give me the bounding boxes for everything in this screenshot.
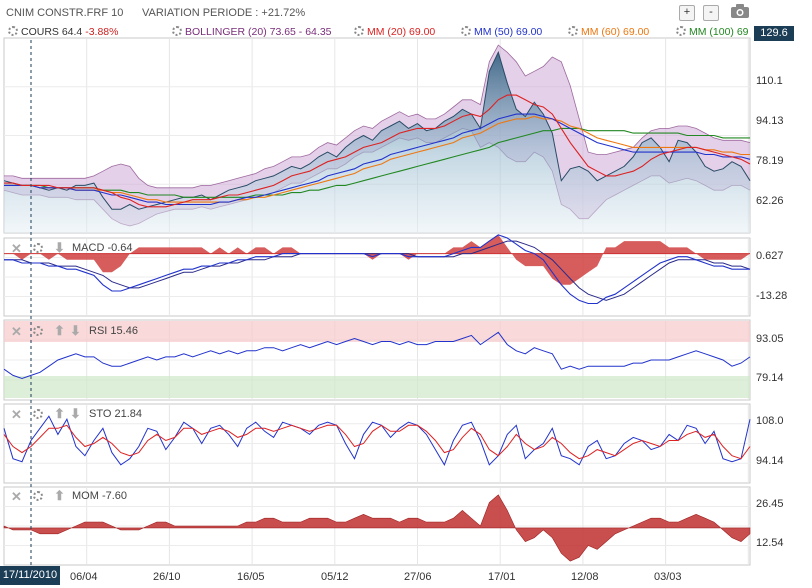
close-macd-icon[interactable]: ✕ xyxy=(11,241,22,256)
y-tick-label: 0.627 xyxy=(756,250,784,262)
x-tick-label: 16/05 xyxy=(237,571,265,583)
legend-mm20[interactable]: MM (20) 69.00 xyxy=(354,26,435,38)
rsi-label: RSI 15.46 xyxy=(89,325,138,337)
legend-mm100[interactable]: MM (100) 69 xyxy=(676,26,754,38)
legend-mm20-text: MM (20) 69.00 xyxy=(367,26,436,38)
x-tick-label: 05/12 xyxy=(321,571,349,583)
y-tick-label: 108.0 xyxy=(756,415,784,427)
move-up-mom-icon[interactable]: ⬆ xyxy=(54,488,65,503)
move-down-rsi-icon[interactable]: ⬇ xyxy=(70,323,81,338)
y-tick-label: 94.14 xyxy=(756,455,784,467)
price-area xyxy=(4,52,750,233)
macd-signal-line xyxy=(4,240,751,301)
y-tick-label: 110.1 xyxy=(756,75,783,87)
y-tick-label: 78.19 xyxy=(756,155,784,167)
close-mom-icon[interactable]: ✕ xyxy=(11,489,22,504)
y-tick-label: 12.54 xyxy=(756,537,784,549)
gear-icon[interactable] xyxy=(354,26,364,36)
y-tick-label: 93.05 xyxy=(756,333,784,345)
legend-bollinger[interactable]: BOLLINGER (20) 73.65 - 64.35 xyxy=(172,26,332,38)
gear-mom-icon[interactable] xyxy=(33,491,46,503)
legend-mm50[interactable]: MM (50) 69.00 xyxy=(461,26,542,38)
move-up-rsi-icon[interactable]: ⬆ xyxy=(54,323,65,338)
y-tick-label: 79.14 xyxy=(756,372,784,384)
sto-value: 21.84 xyxy=(114,408,143,420)
x-tick-label: 26/10 xyxy=(153,571,181,583)
move-down-macd-icon[interactable]: ⬇ xyxy=(54,240,65,255)
legend-bollinger-text: BOLLINGER (20) 73.65 - 64.35 xyxy=(185,26,332,38)
macd-line xyxy=(4,234,750,305)
close-sto-icon[interactable]: ✕ xyxy=(11,407,22,422)
rsi-line xyxy=(3,331,751,380)
x-tick-label: 27/06 xyxy=(404,571,432,583)
macd-histogram xyxy=(4,234,750,285)
legend-mm100-text: MM (100) 69 xyxy=(689,26,749,38)
mm100-line xyxy=(4,127,750,198)
sto-line xyxy=(3,415,751,466)
y-tick-label: -13.28 xyxy=(756,290,788,302)
close-rsi-icon[interactable]: ✕ xyxy=(11,324,22,339)
legend-cours-text: COURS 64.4 xyxy=(21,26,86,38)
camera-icon[interactable] xyxy=(730,3,750,19)
y-tick-label: 26.45 xyxy=(756,498,784,510)
rsi-value: 15.46 xyxy=(110,325,138,337)
cursor-date-box: 17/11/2010 xyxy=(0,566,60,585)
x-tick-label: 12/08 xyxy=(571,571,599,583)
legend-mm60-text: MM (60) 69.00 xyxy=(581,26,650,38)
mom-area xyxy=(3,494,751,562)
move-down-sto-icon[interactable]: ⬇ xyxy=(70,406,81,421)
mom-value: -7.60 xyxy=(101,490,128,502)
legend-cours-change: -3.88% xyxy=(85,26,119,38)
mom-label: MOM -7.60 xyxy=(72,490,128,502)
mm20-line xyxy=(4,94,751,208)
zoom-out-button[interactable]: - xyxy=(703,5,719,21)
chart-title: CNIM CONSTR.FRF 10 xyxy=(6,7,124,19)
last-price-box: 129.6 xyxy=(754,26,794,41)
x-tick-label: 06/04 xyxy=(70,571,98,583)
gear-icon[interactable] xyxy=(8,26,18,36)
variation-text: VARIATION PERIODE : +21.72% xyxy=(142,7,306,19)
mm50-line xyxy=(4,113,751,206)
macd-label: MACD -0.64 xyxy=(72,242,133,254)
x-tick-label: 17/01 xyxy=(488,571,516,583)
legend-mm50-text: MM (50) 69.00 xyxy=(474,26,543,38)
gear-icon[interactable] xyxy=(461,26,471,36)
gear-macd-icon[interactable] xyxy=(33,243,46,255)
gear-icon[interactable] xyxy=(568,26,578,36)
rsi-oversold-zone xyxy=(4,376,750,398)
y-tick-label: 62.26 xyxy=(756,195,784,207)
y-tick-label: 94.13 xyxy=(756,115,784,127)
bollinger-upper-line xyxy=(4,44,751,189)
legend-mm60[interactable]: MM (60) 69.00 xyxy=(568,26,649,38)
sto-label: STO 21.84 xyxy=(89,408,143,420)
zoom-in-button[interactable]: + xyxy=(679,5,695,21)
x-tick-label: 03/03 xyxy=(654,571,682,583)
legend-cours[interactable]: COURS 64.4 -3.88% xyxy=(8,26,118,38)
rsi-overbought-zone xyxy=(4,321,750,342)
move-up-sto-icon[interactable]: ⬆ xyxy=(54,406,65,421)
gear-sto-icon[interactable] xyxy=(33,409,46,421)
mm60-line xyxy=(4,115,750,203)
price-line xyxy=(3,50,751,210)
gear-rsi-icon[interactable] xyxy=(33,326,46,338)
sto-signal-line xyxy=(3,424,751,460)
macd-value: -0.64 xyxy=(107,242,133,254)
gear-icon[interactable] xyxy=(172,26,182,36)
gear-icon[interactable] xyxy=(676,26,686,36)
